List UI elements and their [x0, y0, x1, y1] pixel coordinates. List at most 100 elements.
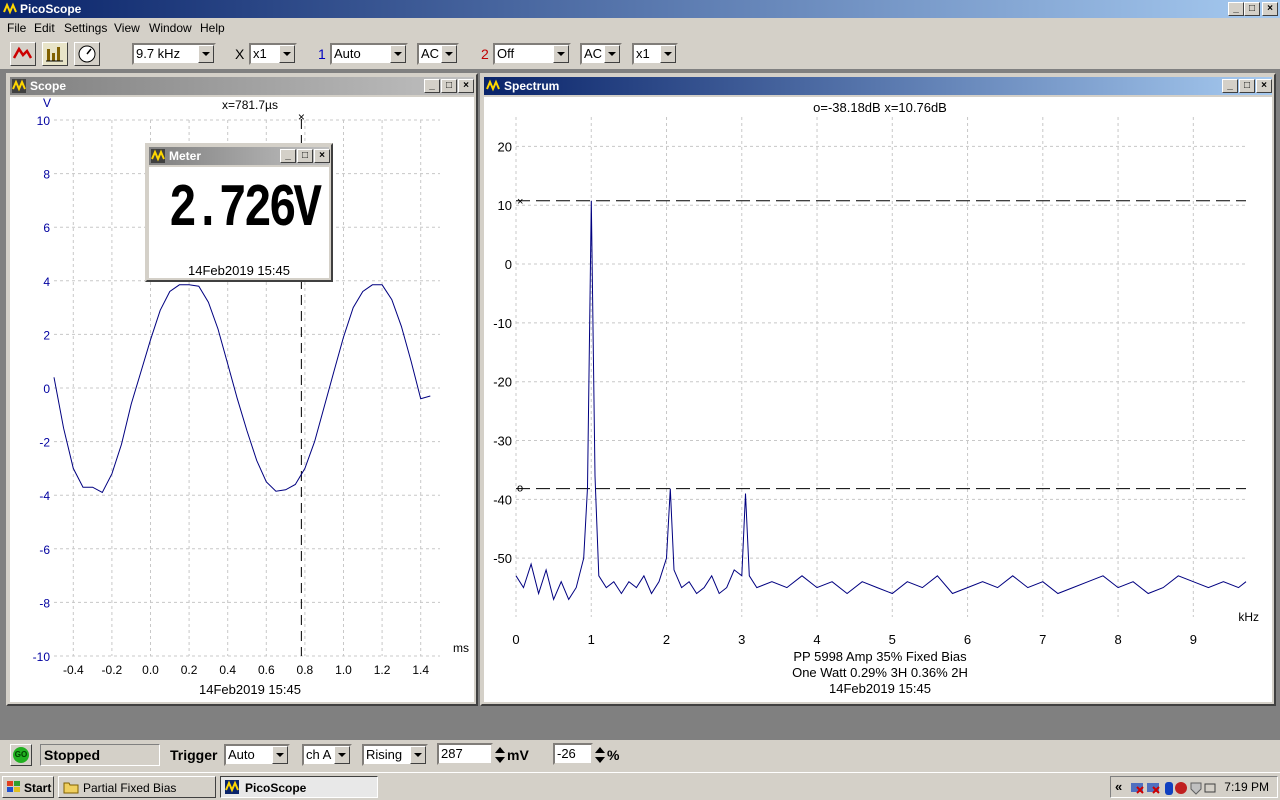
channel-2-coupling-select[interactable]: AC: [580, 43, 622, 65]
spectrum-y-tick-label: -10: [493, 316, 512, 331]
system-tray: « 7:19 PM: [1110, 776, 1278, 798]
scope-x-tick-label: 1.0: [335, 663, 352, 677]
tray-expand-chevron[interactable]: «: [1115, 779, 1123, 794]
spectrum-view-button[interactable]: [42, 42, 68, 66]
scope-y-tick-label: -4: [39, 489, 50, 503]
menu-edit[interactable]: Edit: [34, 21, 55, 35]
spectrum-plot-area[interactable]: 20 10 0 -10 -20 -30 -40 -50 0 1 2 3 4 5 6 7 8 9 o=-38.18…: [484, 97, 1272, 702]
tray-icons[interactable]: [1129, 780, 1219, 796]
channel-2-multiplier-select[interactable]: x1: [632, 43, 678, 65]
channel-1-coupling-select[interactable]: AC: [417, 43, 459, 65]
app-title-bar: PicoScope _ □ ×: [0, 0, 1280, 18]
toolbar: 9.7 kHz X x1 1 Auto AC 2 Off AC x1: [0, 38, 1280, 70]
pretrigger-input[interactable]: -26: [553, 743, 593, 765]
channel-2-label: 2: [481, 46, 489, 62]
shield-icon: [1190, 782, 1202, 795]
spectrum-x-tick-label: 4: [813, 632, 820, 647]
scope-x-tick-label: 0.2: [181, 663, 198, 677]
pretrigger-spinner[interactable]: [594, 744, 606, 766]
scope-cursor-readout: x=781.7µs: [222, 98, 278, 112]
x-multiplier-select[interactable]: x1: [249, 43, 297, 65]
channel-1-label: 1: [318, 46, 326, 62]
scope-window: Scope _ □ × 10 8 6 4 2 0 -2 -4 -6 -8 -10 -0.4 -0.2 0…: [6, 73, 478, 706]
spectrum-cursor-o-marker[interactable]: o: [517, 483, 523, 495]
scope-y-tick-label: 0: [43, 382, 50, 396]
scope-icon: [12, 46, 33, 59]
spectrum-x-unit: kHz: [1238, 610, 1259, 624]
scope-x-tick-label: 0.6: [258, 663, 275, 677]
channel-2-range-select[interactable]: Off: [493, 43, 571, 65]
scope-view-button[interactable]: [10, 42, 36, 66]
taskbar-item-picoscope[interactable]: PicoScope: [220, 776, 378, 798]
windows-logo-icon: [7, 781, 20, 792]
meter-window-icon: [151, 149, 165, 163]
scope-y-tick-label: 2: [43, 328, 50, 342]
go-button[interactable]: GO: [10, 744, 32, 766]
meter-value: 2.726V: [168, 176, 322, 244]
menu-settings[interactable]: Settings: [64, 21, 108, 35]
spectrum-caption-1: PP 5998 Amp 35% Fixed Bias: [793, 649, 967, 664]
meter-minimize-button[interactable]: _: [280, 149, 296, 163]
scope-x-tick-label: -0.4: [63, 663, 84, 677]
minimize-button[interactable]: _: [1228, 2, 1244, 16]
scope-y-tick-label: -2: [39, 436, 50, 450]
scope-x-tick-label: 1.4: [412, 663, 429, 677]
scope-y-tick-label: -8: [39, 596, 50, 610]
start-button[interactable]: Start: [2, 776, 54, 798]
spectrum-y-tick-label: -50: [493, 551, 512, 566]
trigger-level-spinner[interactable]: [494, 744, 506, 766]
menu-file[interactable]: File: [7, 21, 27, 35]
meter-close-button[interactable]: ×: [314, 149, 330, 163]
scope-title: Scope: [30, 79, 67, 93]
status-bar: GO Stopped Trigger Auto ch A Rising 287 …: [0, 740, 1280, 772]
spectrum-y-tick-label: -20: [493, 375, 512, 390]
menu-help[interactable]: Help: [200, 21, 225, 35]
spectrum-window: Spectrum _ □ × 20 10 0 -10 -20 -30 -40 -50 0 1 2 3…: [480, 73, 1276, 706]
scope-minimize-button[interactable]: _: [424, 79, 440, 93]
spectrum-trace: [515, 200, 1247, 601]
scope-y-tick-label: -10: [33, 650, 51, 664]
spectrum-x-tick-label: 5: [889, 632, 896, 647]
meter-title-bar: Meter _ □ ×: [149, 147, 330, 165]
channel-1-range-select[interactable]: Auto: [330, 43, 408, 65]
spectrum-cursor-x-marker[interactable]: ×: [517, 196, 523, 208]
trigger-edge-select[interactable]: Rising: [362, 744, 428, 766]
menu-window[interactable]: Window: [149, 21, 192, 35]
scope-y-tick-label: 10: [37, 114, 51, 128]
spectrum-x-tick-label: 0: [512, 632, 519, 647]
spectrum-minimize-button[interactable]: _: [1222, 79, 1238, 93]
scope-x-tick-label: 0.4: [219, 663, 236, 677]
spectrum-title-bar: Spectrum _ □ ×: [484, 77, 1272, 95]
app-title: PicoScope: [20, 2, 82, 16]
spectrum-chart[interactable]: 20 10 0 -10 -20 -30 -40 -50 0 1 2 3 4 5 6 7 8 9 o=-38.18…: [484, 97, 1276, 706]
menu-view[interactable]: View: [114, 21, 140, 35]
scope-trace: [53, 284, 431, 494]
timebase-select[interactable]: 9.7 kHz: [132, 43, 216, 65]
scope-close-button[interactable]: ×: [458, 79, 474, 93]
spectrum-close-button[interactable]: ×: [1256, 79, 1272, 93]
scope-cursor-marker[interactable]: ×: [298, 110, 305, 124]
picoscope-icon: [3, 2, 17, 16]
spectrum-maximize-button[interactable]: □: [1239, 79, 1255, 93]
spectrum-x-tick-label: 2: [663, 632, 670, 647]
spectrum-x-tick-label: 3: [738, 632, 745, 647]
spectrum-title: Spectrum: [504, 79, 560, 93]
meter-view-button[interactable]: [74, 42, 100, 66]
pretrigger-unit: %: [607, 747, 620, 763]
scope-maximize-button[interactable]: □: [441, 79, 457, 93]
status-state: Stopped: [40, 744, 160, 766]
trigger-channel-select[interactable]: ch A: [302, 744, 352, 766]
trigger-level-input[interactable]: 287: [437, 743, 493, 765]
picoscope-taskbar-icon: [225, 780, 239, 794]
spectrum-caption-2: One Watt 0.29% 3H 0.36% 2H: [792, 665, 968, 680]
scope-y-unit: V: [43, 97, 51, 110]
spectrum-x-tick-label: 6: [964, 632, 971, 647]
spectrum-timestamp: 14Feb2019 15:45: [829, 681, 931, 696]
scope-x-tick-label: 1.2: [374, 663, 391, 677]
taskbar-item-partial-fixed-bias[interactable]: Partial Fixed Bias: [58, 776, 216, 798]
close-button[interactable]: ×: [1262, 2, 1278, 16]
meter-maximize-button[interactable]: □: [297, 149, 313, 163]
spectrum-y-tick-label: 0: [505, 257, 512, 272]
trigger-mode-select[interactable]: Auto: [224, 744, 290, 766]
maximize-button[interactable]: □: [1244, 2, 1260, 16]
